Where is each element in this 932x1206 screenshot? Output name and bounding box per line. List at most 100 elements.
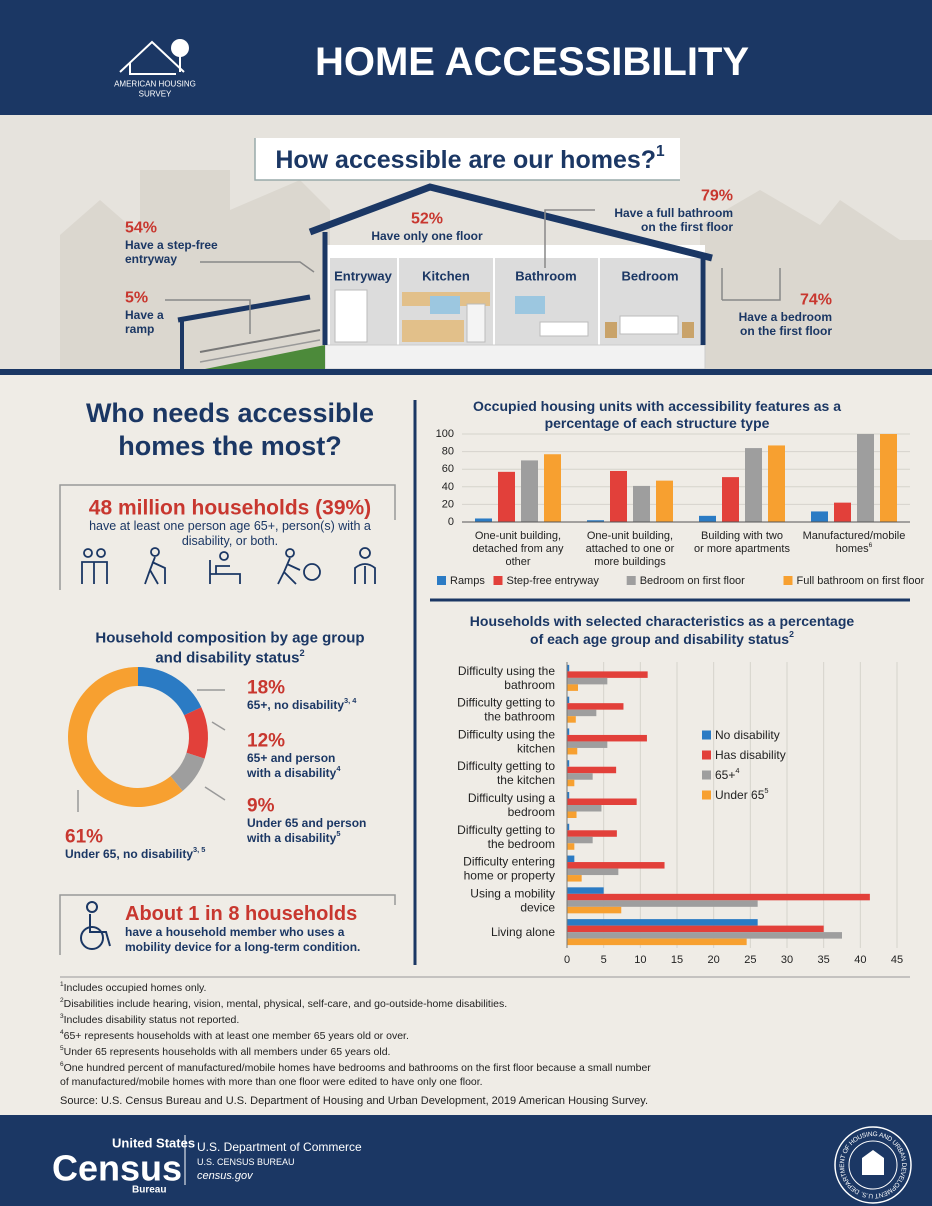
legend-label-text: 65+ — [715, 768, 735, 782]
footnote-text: Includes disability status not reported. — [64, 1014, 240, 1026]
x-tick-label: 0 — [564, 954, 570, 966]
households-text: disability, or both. — [182, 534, 278, 548]
stat-label: entryway — [125, 252, 177, 266]
legend-label-text: Under 65 — [715, 788, 765, 802]
bar — [567, 938, 747, 946]
chart-title-sup: 2 — [789, 629, 794, 639]
stat-label: on the first floor — [740, 324, 832, 338]
bar — [567, 919, 758, 926]
arrows — [165, 209, 781, 334]
x-tick-label: 30 — [781, 954, 793, 966]
slice-label-text: 65+, no disability — [247, 698, 344, 712]
legend-label: Ramps — [450, 575, 485, 587]
bar — [567, 932, 842, 939]
census-logo-line: Bureau — [132, 1185, 166, 1196]
legend-label-sup: 4 — [735, 766, 739, 775]
legend-label: Full bathroom on first floor — [797, 575, 925, 587]
mobility-text: mobility device for a long-term conditio… — [125, 940, 360, 954]
stat-value: 79% — [701, 188, 733, 205]
x-tick-label: 10 — [634, 954, 646, 966]
x-tick-label: 40 — [854, 954, 866, 966]
slice-label: with a disability5 — [246, 829, 341, 845]
people-icons — [81, 547, 376, 585]
bar — [544, 454, 561, 522]
bar — [567, 798, 637, 805]
x-tick-label: 45 — [891, 954, 903, 966]
y-tick-label: 20 — [442, 498, 454, 510]
legend-label: No disability — [715, 728, 780, 742]
bar — [567, 709, 597, 717]
x-tick-label: 15 — [671, 954, 683, 966]
footnote: 2Disabilities include hearing, vision, m… — [60, 997, 507, 1010]
chart-title: and disability status2 — [155, 648, 304, 667]
chart-title: Household composition by age group — [95, 630, 364, 647]
bar — [567, 843, 575, 850]
y-tick-label: 0 — [448, 516, 454, 528]
bar — [567, 747, 578, 755]
footer-bureau: U.S. CENSUS BUREAU — [197, 1157, 295, 1167]
bar — [521, 460, 538, 522]
room-label: Kitchen — [422, 269, 470, 284]
org-name: SURVEY — [139, 90, 172, 99]
page-title: HOME ACCESSIBILITY — [315, 40, 749, 84]
question-box-border — [254, 138, 680, 181]
x-tick-label: 20 — [708, 954, 720, 966]
stat-value: 74% — [800, 292, 832, 309]
legend-swatch — [702, 790, 711, 800]
donut-slice — [170, 752, 205, 791]
slice-label-sup: 5 — [336, 829, 340, 838]
y-tick-label: Difficulty getting to the bathroom — [457, 696, 555, 724]
legend-swatch — [702, 730, 711, 740]
legend-label-sup: 5 — [764, 786, 768, 795]
census-logo-word: Census — [52, 1148, 182, 1189]
question: How accessible are our homes?1 — [275, 143, 665, 174]
legend-swatch — [437, 576, 446, 585]
footer-band — [0, 1115, 932, 1206]
footnote-sup: 2 — [60, 997, 64, 1004]
bar — [567, 728, 570, 735]
bar — [567, 773, 593, 780]
footer-dept: U.S. Department of Commerce — [197, 1140, 362, 1154]
bar — [656, 480, 673, 522]
bar — [567, 766, 617, 774]
bar — [567, 900, 758, 907]
stat-value: 5% — [125, 290, 148, 307]
legend-label: Bedroom on first floor — [640, 575, 745, 587]
org-name: AMERICAN HOUSING — [114, 80, 196, 89]
legend-swatch — [783, 576, 793, 585]
header-band — [0, 0, 932, 115]
stat-label: on the first floor — [641, 220, 733, 234]
legend-label: Under 655 — [715, 786, 769, 802]
y-tick-label: Using a mobility device — [470, 886, 555, 914]
bar — [722, 477, 739, 522]
footnote-text: Under 65 represents households with all … — [64, 1046, 391, 1058]
stat-value: 52% — [411, 211, 443, 228]
bar — [567, 887, 604, 894]
slice-value-label: 18% — [247, 678, 285, 699]
chart-title: Occupied housing units with accessibilit… — [473, 398, 841, 414]
label-arrow — [204, 786, 226, 801]
bar — [567, 811, 577, 818]
room-label: Bedroom — [621, 269, 678, 284]
background-houses — [60, 170, 932, 370]
bar — [567, 830, 617, 837]
bar — [880, 434, 897, 522]
bar — [567, 792, 570, 799]
bar — [857, 434, 874, 522]
y-tick-label: Difficulty using the bathroom — [458, 664, 555, 692]
bar — [567, 868, 619, 876]
slice-label: Under 65, no disability3, 5 — [65, 845, 205, 861]
census-logo-line: United States — [112, 1136, 195, 1151]
slice-value-label: 61% — [65, 827, 103, 848]
footer-site: census.gov — [197, 1170, 254, 1182]
bar — [567, 836, 593, 844]
legend-label: 65+4 — [715, 766, 740, 782]
slice-value-label: 9% — [247, 796, 275, 817]
footnote: 5Under 65 represents households with all… — [60, 1045, 390, 1058]
stat-label: ramp — [125, 322, 154, 336]
bar — [834, 502, 851, 522]
wheelchair-icon — [80, 901, 111, 950]
households-box — [59, 484, 396, 590]
slice-label: 65+, no disability3, 4 — [247, 696, 357, 712]
